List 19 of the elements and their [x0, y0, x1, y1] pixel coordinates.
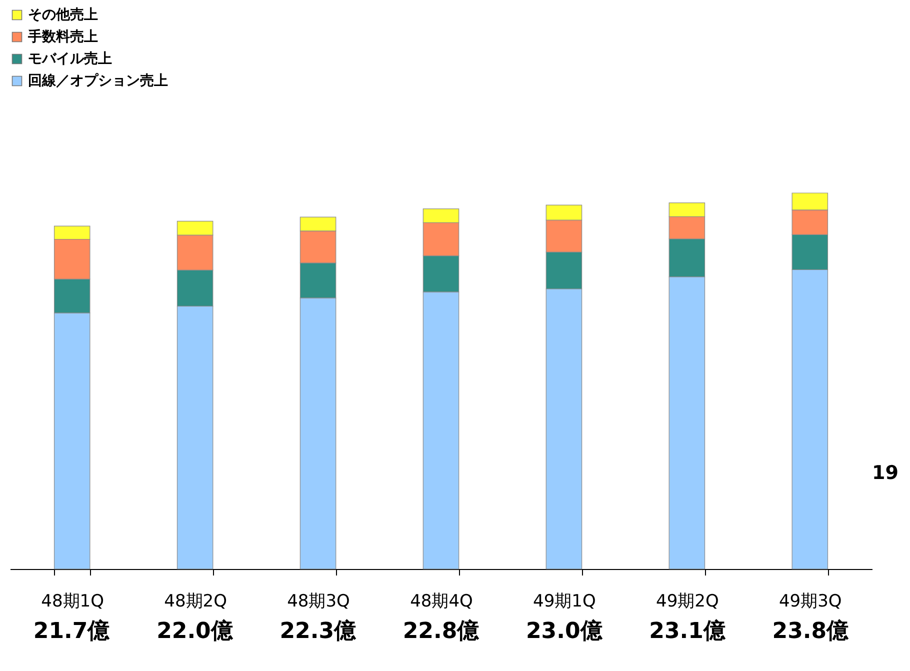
- legend-label: 手数料売上: [27, 28, 98, 45]
- x-tick-label: 49期3Q: [778, 592, 842, 612]
- legend-label: 回線／オプション売上: [28, 72, 168, 89]
- annotation: 19: [872, 462, 898, 484]
- x-tick-label: 48期1Q: [41, 592, 104, 612]
- legend-label: モバイル売上: [28, 51, 112, 67]
- text: 22.8億: [402, 619, 480, 644]
- x-tick-label: 49期1Q: [533, 592, 596, 612]
- text: 23.0億: [526, 619, 604, 644]
- text: 21.7億: [33, 619, 111, 644]
- text: 23.1億: [649, 619, 726, 644]
- x-tick-label: 48期3Q: [287, 592, 350, 612]
- x-tick-label: 48期4Q: [410, 592, 473, 612]
- x-tick-label: 49期2Q: [656, 592, 719, 612]
- text: 23.8億: [772, 619, 850, 644]
- text: 22.3億: [280, 619, 357, 644]
- text: 22.0億: [156, 619, 234, 644]
- x-tick-label: 48期2Q: [164, 592, 227, 612]
- legend-label: その他売上: [28, 7, 98, 23]
